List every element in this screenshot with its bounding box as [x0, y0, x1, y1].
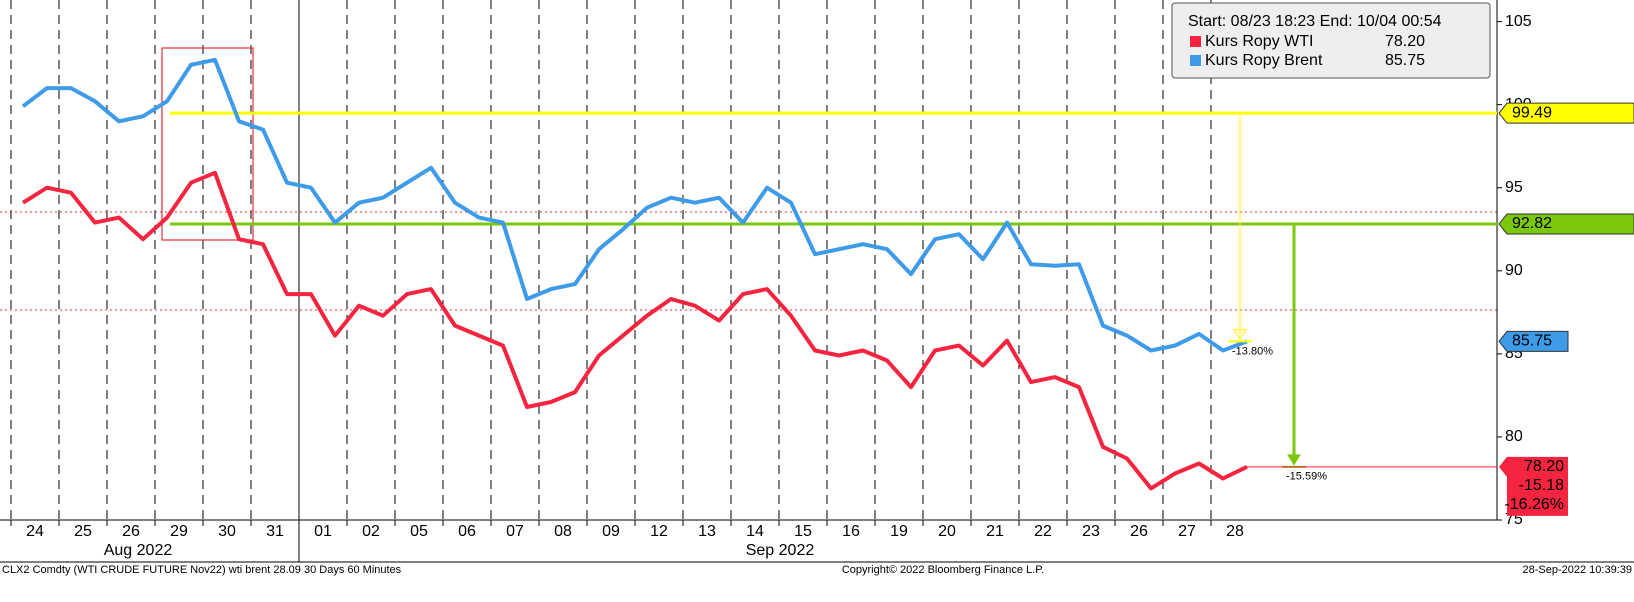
x-tick-label: 01	[314, 523, 332, 540]
legend-box	[1171, 2, 1491, 79]
x-tick-label: 15	[794, 523, 812, 540]
legend-swatch	[1190, 55, 1201, 66]
footer-right: 28-Sep-2022 10:39:39	[1523, 564, 1632, 576]
legend-value: 78.20	[1385, 33, 1425, 50]
legend-value: 85.75	[1385, 52, 1425, 69]
change-value: -15.18	[1519, 477, 1564, 494]
y-tick-label: 95	[1505, 179, 1523, 196]
x-tick-label: 16	[842, 523, 860, 540]
y-tick-label: 105	[1505, 13, 1532, 30]
legend-name: Kurs Ropy Brent	[1205, 52, 1323, 69]
y-tick-label: 80	[1505, 428, 1523, 445]
x-tick-label: 02	[362, 523, 380, 540]
x-tick-label: 27	[1178, 523, 1196, 540]
last-tag	[1498, 330, 1569, 352]
last-label: 78.20	[1524, 458, 1564, 475]
x-tick-label: 08	[554, 523, 572, 540]
x-tick-label: 30	[218, 523, 236, 540]
x-tick-label: 07	[506, 523, 524, 540]
x-tick-label: 09	[602, 523, 620, 540]
y-tick-label: 90	[1505, 262, 1523, 279]
x-tick-label: 21	[986, 523, 1004, 540]
month-label: Sep 2022	[746, 542, 815, 559]
x-tick-label: 06	[458, 523, 476, 540]
x-tick-label: 26	[1130, 523, 1148, 540]
x-tick-label: 12	[650, 523, 668, 540]
last-label: 85.75	[1512, 333, 1552, 350]
last-tag	[1499, 456, 1568, 516]
x-tick-label: 05	[410, 523, 428, 540]
highlight-box	[161, 47, 254, 241]
arrow-head	[1233, 328, 1247, 341]
series-line	[21, 170, 1248, 491]
x-tick-label: 13	[698, 523, 716, 540]
change-value: -16.26%	[1504, 496, 1564, 513]
x-tick-label: 29	[170, 523, 188, 540]
x-tick-label: 14	[746, 523, 764, 540]
x-tick-label: 25	[74, 523, 92, 540]
footer-left: CLX2 Comdty (WTI CRUDE FUTURE Nov22) wti…	[2, 564, 402, 576]
level-tag	[1498, 102, 1634, 124]
x-tick-label: 20	[938, 523, 956, 540]
level-label: 99.49	[1512, 104, 1552, 121]
level-label: 92.82	[1512, 215, 1552, 232]
x-tick-label: 19	[890, 523, 908, 540]
legend-name: Kurs Ropy WTI	[1205, 33, 1313, 50]
footer-center: Copyright© 2022 Bloomberg Finance L.P.	[842, 564, 1044, 576]
x-tick-label: 22	[1034, 523, 1052, 540]
x-tick-label: 31	[266, 523, 284, 540]
legend-swatch	[1190, 36, 1201, 47]
month-label: Aug 2022	[104, 542, 173, 559]
x-tick-label: 23	[1082, 523, 1100, 540]
change-label: -15.59%	[1286, 471, 1327, 483]
arrow-head	[1287, 454, 1301, 466]
series-line	[21, 57, 1248, 353]
legend-header: Start: 08/23 18:23 End: 10/04 00:54	[1188, 13, 1442, 30]
x-tick-label: 26	[122, 523, 140, 540]
level-tag	[1498, 213, 1634, 235]
x-tick-label: 24	[26, 523, 44, 540]
change-label: -13.80%	[1232, 345, 1273, 357]
x-tick-label: 28	[1226, 523, 1244, 540]
